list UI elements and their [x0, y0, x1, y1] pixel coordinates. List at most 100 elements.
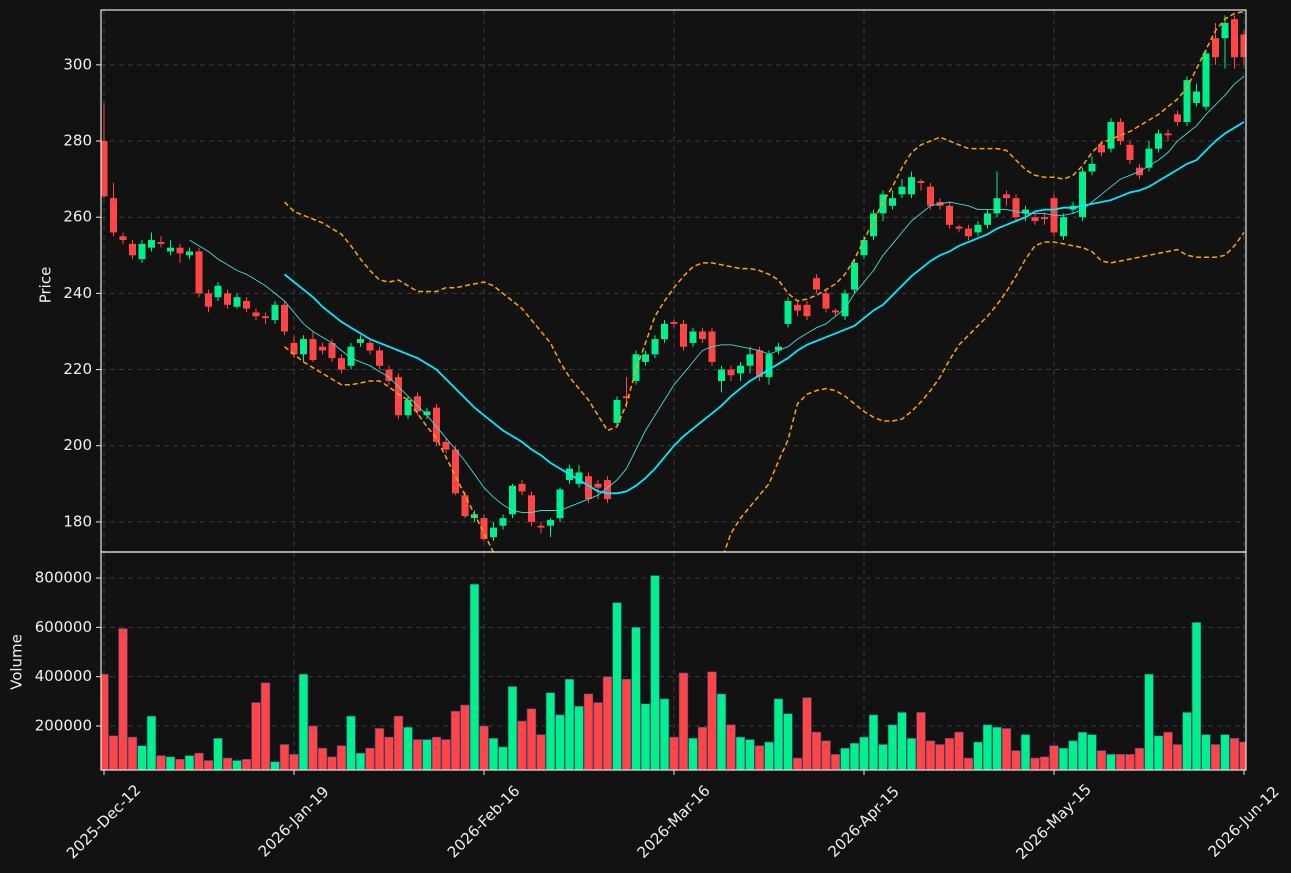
volume-bar [1191, 622, 1202, 770]
candle-body [281, 304, 288, 332]
volume-bar [289, 754, 299, 770]
volume-bar [830, 754, 841, 770]
volume-bar [241, 758, 252, 770]
volume-bar [222, 757, 233, 770]
volume-bar [1077, 731, 1088, 770]
candle-body [670, 321, 678, 324]
candle-body [718, 369, 725, 381]
candle-body [813, 278, 820, 290]
candle-body [585, 476, 592, 500]
volume-bar [1068, 740, 1078, 770]
volume-bar [1134, 747, 1145, 770]
volume-bar [270, 761, 280, 770]
volume-bar [783, 713, 793, 770]
candle-body [385, 369, 393, 381]
candle-body [1145, 148, 1153, 168]
candle-body [195, 251, 203, 294]
indicator-line [283, 10, 1245, 432]
candle-body [1202, 53, 1210, 107]
volume-bar [555, 714, 565, 770]
candle-body [870, 213, 877, 237]
candle-body [917, 181, 925, 183]
candle-body [167, 247, 174, 252]
volume-axis-label: Volume [8, 634, 26, 690]
candle-body [727, 369, 735, 376]
candle-body [889, 198, 896, 206]
volume-bar [688, 738, 698, 770]
candle-body [300, 339, 307, 355]
candle-body [1088, 163, 1096, 172]
candle-body [927, 186, 934, 206]
volume-bar [536, 734, 546, 770]
volume-bar [165, 756, 176, 770]
candle-body [575, 472, 583, 484]
volume-bar [802, 697, 812, 770]
volume-bar [507, 686, 518, 770]
y-tick-label: 300 [63, 55, 92, 73]
candle-body [414, 396, 421, 412]
candle-body [879, 194, 887, 214]
volume-bar [954, 731, 964, 770]
volume-bar [612, 602, 622, 770]
candle-body [290, 342, 298, 355]
volume-bar [574, 705, 584, 770]
volume-bar [1163, 731, 1173, 770]
candle-body [509, 485, 516, 515]
volume-bar [127, 736, 138, 770]
candle-body [556, 489, 564, 519]
candle-body [765, 354, 773, 378]
volume-bar [460, 704, 470, 770]
candle-body [480, 518, 488, 540]
candle-body [110, 198, 117, 233]
volume-bar [583, 693, 594, 770]
candle-body [214, 285, 222, 298]
candle-body [1012, 198, 1020, 218]
volume-bar [745, 739, 755, 770]
candle-body [1221, 22, 1229, 39]
candle-body [822, 293, 830, 309]
candle-body [347, 346, 355, 366]
candle-body [604, 480, 611, 500]
volume-bar [146, 715, 157, 770]
volume-bar [868, 714, 879, 770]
candle-body [737, 365, 744, 374]
volume-bar [878, 744, 888, 770]
candle-body [1155, 133, 1162, 149]
indicator-line [284, 231, 1245, 552]
volume-tick-label: 600000 [35, 618, 92, 636]
volume-bar [1220, 734, 1230, 770]
volume-bar [1172, 744, 1183, 770]
volume-bar [1210, 744, 1221, 770]
candle-body [974, 224, 982, 233]
candle-body [1212, 38, 1219, 58]
volume-bar [1153, 735, 1164, 770]
candle-body [984, 213, 991, 225]
volume-bar [982, 724, 993, 770]
volume-bar [887, 724, 898, 770]
candle-body [689, 331, 697, 343]
candle-body [233, 297, 241, 307]
candle-body [547, 520, 554, 526]
candle-body [746, 354, 754, 366]
candle-body [851, 262, 858, 290]
volume-bar [916, 712, 926, 770]
volume-bar [944, 738, 955, 770]
candle-body [794, 304, 801, 311]
candle-body [138, 243, 146, 260]
volume-bar [545, 692, 556, 770]
candle-body [395, 377, 402, 416]
candle-body [784, 300, 792, 324]
candle-body [946, 205, 953, 225]
candle-body [908, 177, 915, 195]
candle-body [404, 400, 412, 416]
volume-bar [441, 739, 451, 770]
volume-bar [498, 746, 508, 770]
volume-bar [631, 627, 641, 770]
candle-body [1060, 217, 1067, 237]
candle-body [1041, 217, 1048, 220]
volume-bar [1182, 712, 1192, 770]
candle-body [471, 514, 478, 519]
candle-body [1003, 194, 1010, 199]
volume-tick-label: 800000 [35, 569, 92, 587]
